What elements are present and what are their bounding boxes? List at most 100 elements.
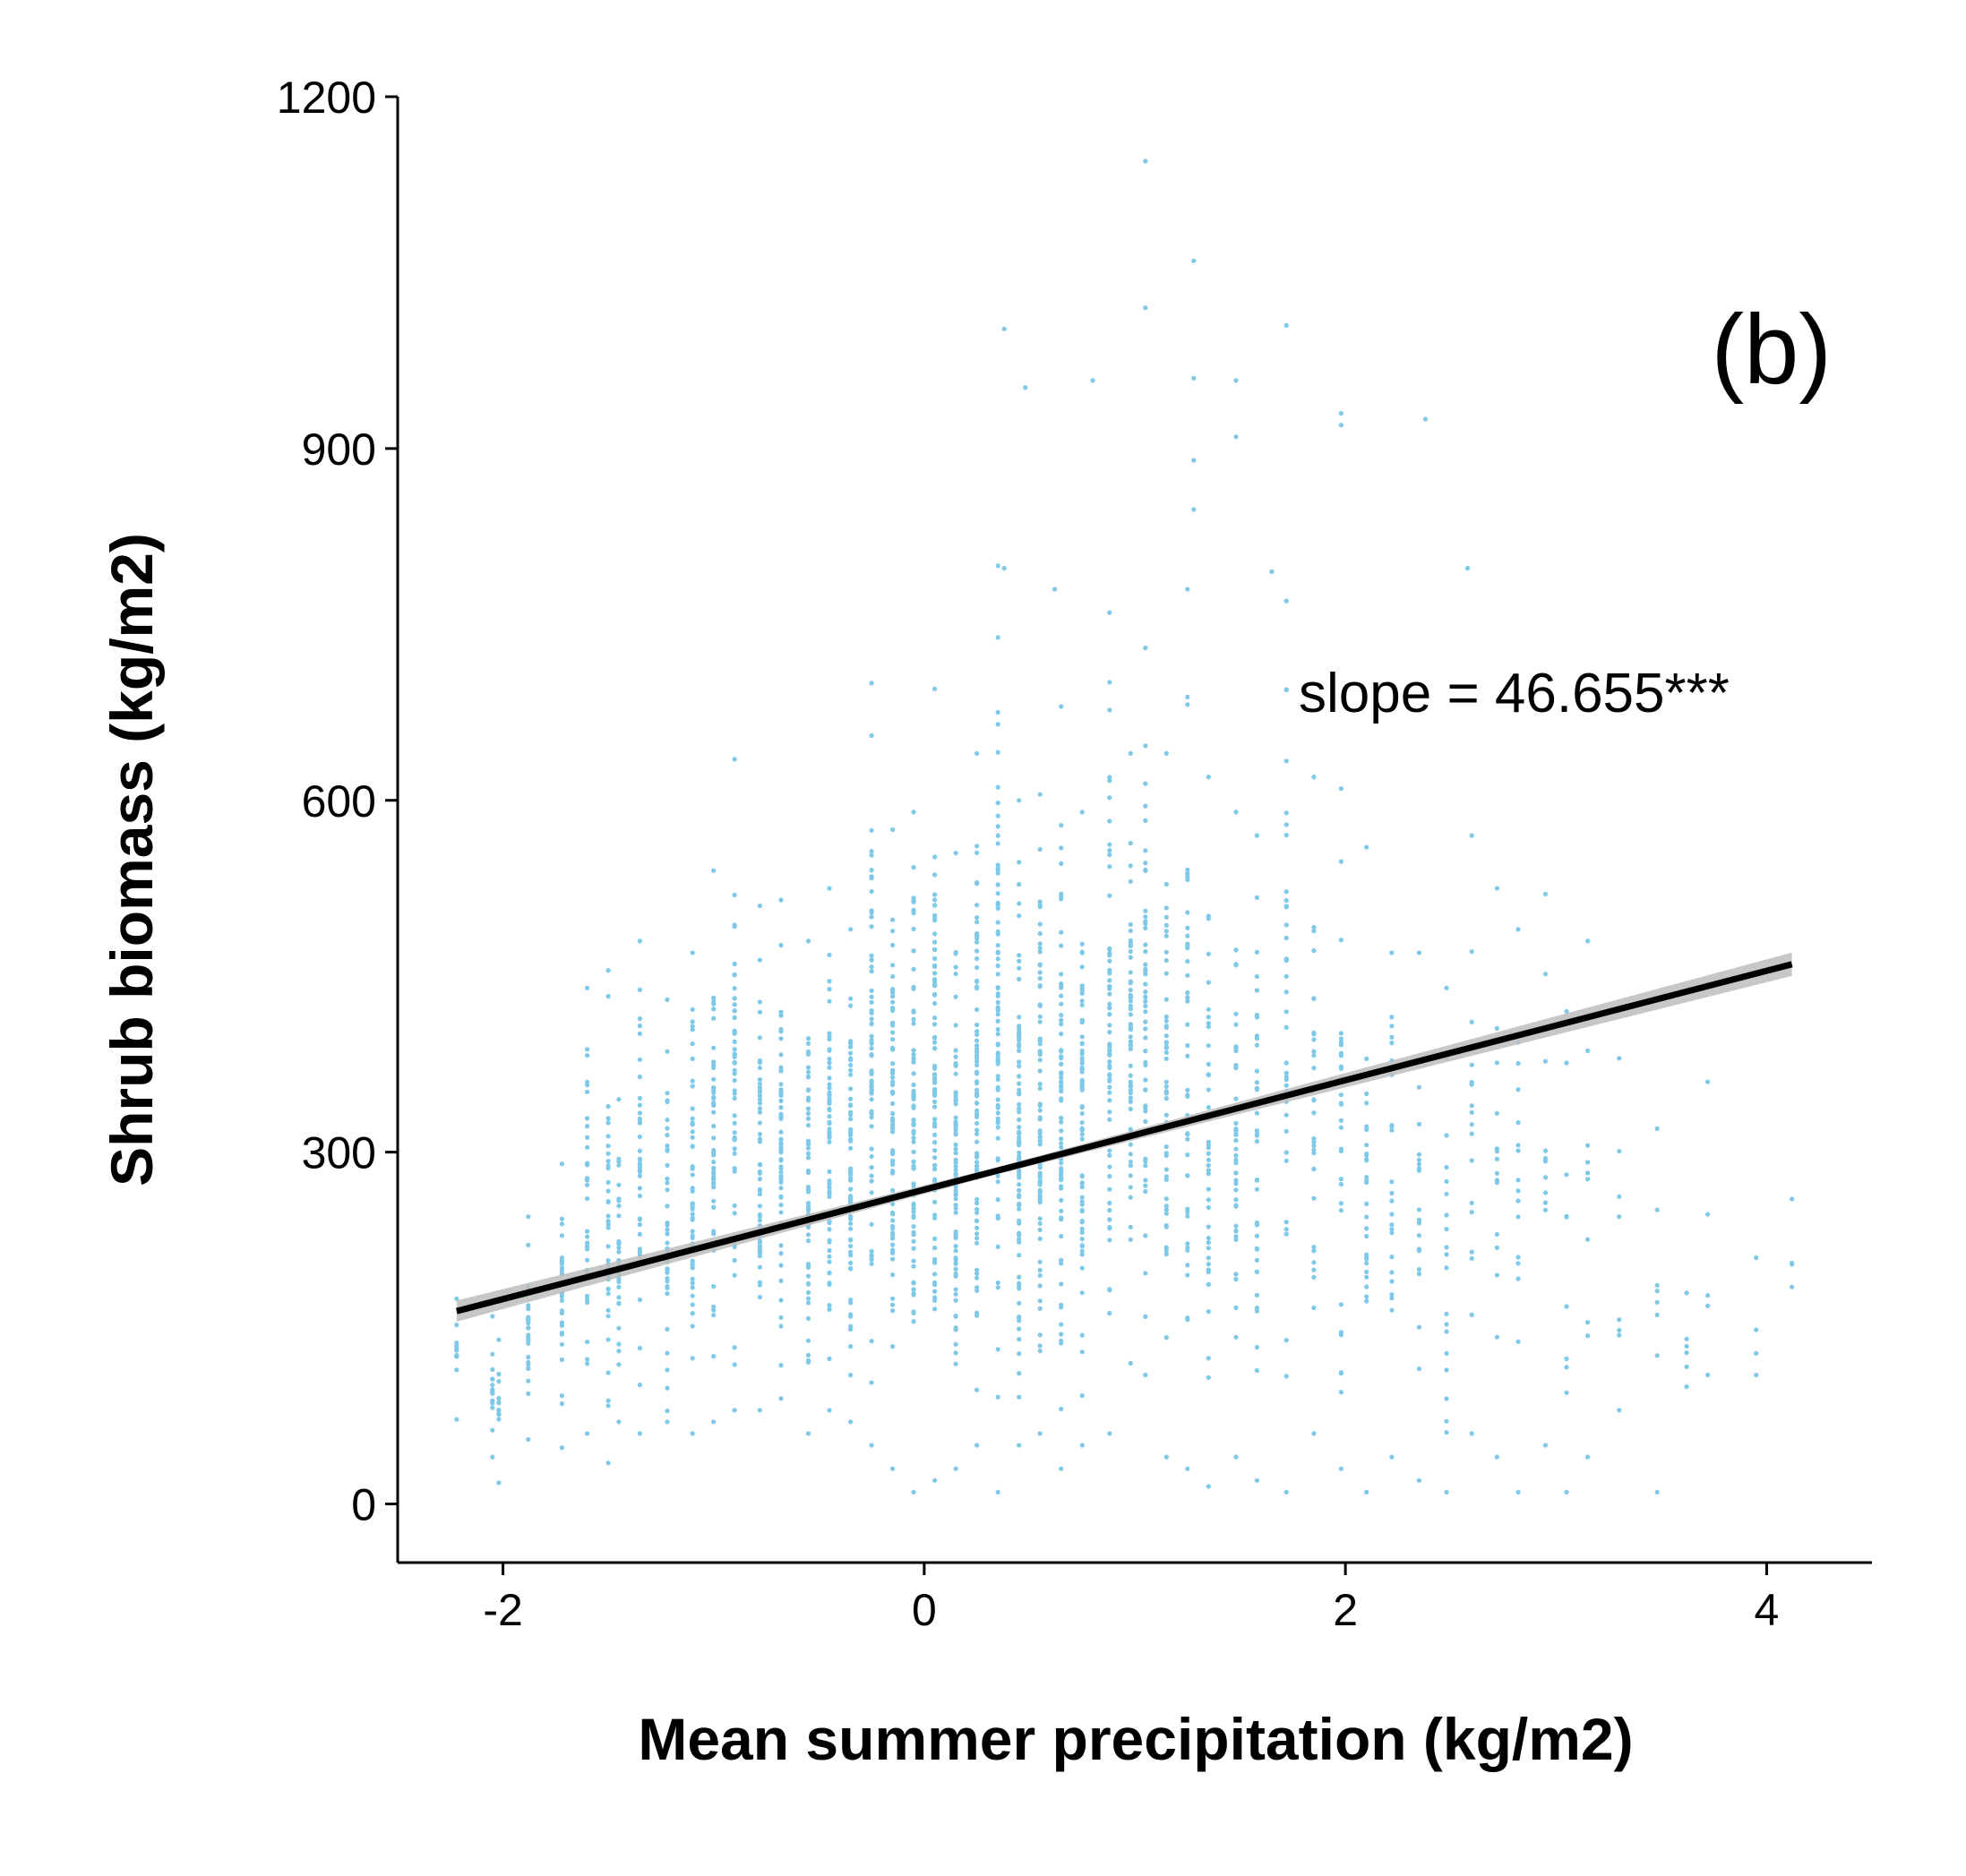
data-point: [1311, 1248, 1317, 1254]
data-point: [848, 1344, 854, 1349]
data-point: [559, 1298, 565, 1303]
data-point: [1079, 1056, 1085, 1061]
data-point: [890, 1030, 896, 1035]
data-point: [827, 1085, 832, 1091]
data-point: [1338, 1330, 1344, 1335]
data-point: [1107, 1164, 1112, 1169]
data-point: [911, 1052, 916, 1058]
data-point: [757, 1058, 763, 1064]
data-point: [869, 1261, 874, 1266]
data-point: [1311, 1037, 1317, 1042]
data-point: [1128, 1073, 1133, 1078]
data-point: [732, 1203, 737, 1208]
data-point: [1283, 810, 1289, 816]
data-point: [1107, 958, 1112, 964]
data-point: [585, 1116, 590, 1121]
data-point: [637, 1173, 643, 1178]
data-point: [526, 1378, 531, 1383]
data-point: [732, 1067, 737, 1073]
data-point: [1143, 1314, 1148, 1319]
data-point: [1494, 1146, 1499, 1152]
data-point: [1233, 1223, 1239, 1229]
data-point: [911, 1213, 916, 1219]
data-point: [616, 1295, 622, 1300]
data-point: [911, 1159, 916, 1164]
data-point: [848, 1050, 854, 1056]
data-point: [932, 1199, 938, 1204]
data-point: [454, 1296, 459, 1301]
data-point: [827, 1281, 832, 1286]
data-point: [690, 1285, 695, 1290]
data-point: [637, 1016, 643, 1022]
data-point: [1254, 1478, 1259, 1483]
data-point: [732, 1257, 737, 1264]
data-point: [869, 681, 874, 686]
data-point: [711, 1204, 717, 1211]
data-point: [1017, 1230, 1022, 1236]
data-point: [1079, 1105, 1085, 1110]
data-point: [995, 1110, 1000, 1116]
data-point: [1128, 1046, 1133, 1051]
data-point: [974, 1047, 980, 1052]
data-point: [932, 686, 938, 691]
data-point: [757, 1218, 763, 1223]
data-point: [1191, 258, 1197, 263]
slope-annotation: slope = 46.655***: [1299, 663, 1730, 724]
data-point: [1143, 919, 1148, 924]
data-point: [757, 1246, 763, 1252]
data-point: [827, 952, 832, 957]
data-point: [932, 1123, 938, 1128]
data-point: [827, 1082, 832, 1087]
data-point: [1185, 1053, 1190, 1058]
data-point: [974, 1310, 980, 1315]
data-point: [778, 1140, 784, 1146]
data-point: [1017, 882, 1022, 887]
data-point: [974, 1288, 980, 1293]
data-point: [890, 1158, 896, 1163]
data-point: [559, 1260, 565, 1265]
data-point: [1059, 823, 1064, 828]
data-point: [805, 1065, 811, 1070]
data-point: [1059, 704, 1064, 709]
data-point: [1143, 981, 1148, 987]
data-point: [995, 1135, 1000, 1141]
data-point: [932, 964, 938, 970]
data-point: [869, 827, 874, 834]
data-point: [1037, 1259, 1043, 1264]
data-point: [805, 1151, 811, 1156]
data-point: [805, 1098, 811, 1103]
data-point: [1364, 1298, 1369, 1304]
data-point: [995, 824, 1000, 829]
data-point: [953, 1151, 958, 1156]
data-point: [1079, 1252, 1085, 1257]
data-point: [805, 1141, 811, 1146]
data-point: [827, 1306, 832, 1312]
data-point: [1143, 781, 1148, 786]
data-point: [711, 1180, 717, 1186]
data-point: [757, 1204, 763, 1209]
data-point: [827, 1126, 832, 1132]
data-point: [1654, 1126, 1660, 1131]
data-point: [1107, 947, 1112, 952]
data-point: [1017, 1286, 1022, 1291]
data-point: [827, 1036, 832, 1042]
data-point: [1206, 1267, 1211, 1272]
data-point: [1564, 1356, 1569, 1362]
data-point: [1617, 1327, 1622, 1333]
data-point: [1163, 1204, 1169, 1209]
data-point: [1059, 1084, 1064, 1090]
data-point: [932, 1086, 938, 1092]
data-point: [1017, 1326, 1022, 1332]
data-point: [585, 985, 590, 990]
data-point: [805, 1300, 811, 1306]
data-point: [932, 1035, 938, 1041]
data-point: [1017, 798, 1022, 803]
data-point: [932, 1295, 938, 1300]
data-point: [1206, 1157, 1211, 1162]
data-point: [1469, 1109, 1474, 1115]
data-point: [1515, 1214, 1521, 1220]
data-point: [932, 1040, 938, 1045]
data-point: [805, 1187, 811, 1193]
data-point: [827, 1031, 832, 1036]
data-point: [890, 1170, 896, 1176]
